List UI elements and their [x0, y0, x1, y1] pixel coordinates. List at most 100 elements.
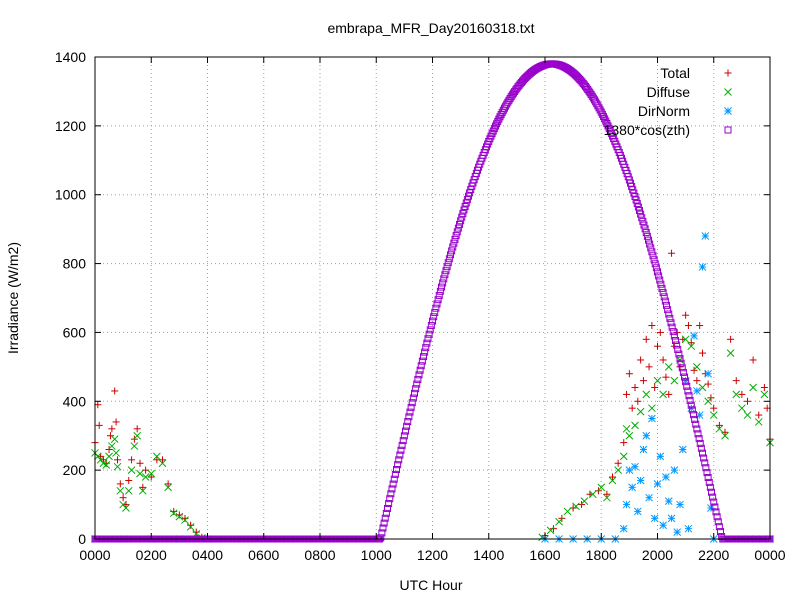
curve-point [633, 199, 641, 207]
legend-marker [724, 126, 732, 134]
data-point-plus [125, 476, 133, 484]
data-point-star [628, 483, 637, 492]
chart-title: embrapa_MFR_Day20160318.txt [327, 20, 534, 36]
data-point-cross [670, 376, 679, 385]
data-point-cross [138, 486, 147, 495]
curve-point [441, 271, 449, 279]
x-tick-label: 1000 [361, 547, 392, 563]
curve-point [415, 371, 423, 379]
curve-point [452, 232, 460, 240]
curve-point [693, 425, 701, 433]
curve-point [393, 466, 400, 474]
curve-point [703, 469, 711, 477]
data-point-plus [111, 387, 119, 395]
curve-point [682, 378, 690, 386]
curve-point [683, 382, 691, 390]
x-tick-label: 0000 [79, 547, 110, 563]
data-point-cross [732, 390, 741, 399]
curve-point [704, 473, 712, 481]
curve-point [667, 319, 675, 327]
curve-point [598, 110, 606, 118]
data-point-cross [631, 421, 639, 430]
data-point-cross [709, 411, 718, 419]
curve-point [717, 528, 724, 536]
legend-label: Diffuse [647, 84, 691, 100]
curve-point [645, 236, 652, 244]
x-tick-label: 1600 [529, 547, 560, 563]
curve-point [651, 260, 659, 268]
curve-point [670, 332, 678, 340]
curve-point [655, 272, 663, 280]
curve-point [435, 291, 443, 299]
curve-point [422, 344, 430, 352]
curve-point [385, 500, 393, 508]
data-point-star [645, 493, 653, 502]
data-point-cross [614, 466, 622, 474]
data-point-plus [727, 335, 735, 343]
data-point-plus [164, 480, 172, 488]
data-point-plus [651, 384, 659, 392]
curve-point [390, 475, 398, 483]
data-point-star [664, 497, 673, 505]
curve-point [669, 328, 677, 336]
curve-point [706, 483, 714, 491]
curve-point [421, 348, 429, 356]
y-tick-label: 1000 [55, 187, 86, 203]
data-point-cross [563, 507, 572, 516]
data-point-plus [620, 439, 628, 447]
curve-point [597, 108, 605, 116]
data-point-star [619, 524, 628, 533]
legend-label: DirNorm [638, 103, 690, 119]
curve-point [448, 247, 456, 255]
curve-point [708, 488, 715, 496]
data-point-star [639, 445, 648, 454]
data-point-plus [603, 490, 611, 498]
data-point-star [650, 514, 659, 523]
data-point-plus [710, 404, 718, 412]
data-point-plus [662, 373, 670, 381]
curve-point [657, 280, 665, 288]
data-point-cross [127, 466, 136, 474]
curve-point [411, 389, 418, 397]
data-point-cross [186, 523, 195, 531]
curve-point [674, 346, 682, 354]
curve-point [414, 375, 422, 383]
curve-point [695, 435, 703, 443]
curve-point [490, 125, 498, 133]
curve-point [458, 213, 466, 221]
curve-point [675, 350, 683, 358]
curve-point [658, 284, 666, 292]
curve-point [601, 115, 609, 123]
data-point-star [622, 500, 631, 509]
data-point-plus [112, 418, 120, 426]
data-point-cross [687, 342, 696, 351]
curve-point [705, 478, 713, 486]
curve-point [388, 485, 396, 493]
data-point-cross [721, 431, 729, 440]
curve-point [492, 122, 499, 130]
y-tick-label: 400 [63, 393, 87, 409]
data-point-plus [656, 328, 664, 336]
curve-point [647, 244, 655, 252]
data-point-cross [555, 517, 563, 526]
curve-point [685, 392, 693, 400]
data-point-plus [696, 322, 704, 330]
curve-point [676, 355, 684, 363]
curve-point [395, 456, 403, 464]
curve-point [377, 534, 385, 542]
curve-point [386, 495, 394, 503]
y-tick-label: 1200 [55, 118, 86, 134]
curve-point [713, 513, 721, 521]
data-point-plus [639, 377, 647, 385]
y-tick-label: 200 [63, 462, 87, 478]
data-point-plus [749, 356, 757, 364]
curve-point [672, 337, 679, 345]
y-tick-label: 0 [78, 531, 86, 547]
data-point-cross [133, 431, 142, 440]
curve-point [596, 106, 604, 114]
data-point-star [633, 507, 642, 516]
data-point-plus [139, 483, 147, 491]
curve-point [387, 490, 395, 498]
curve-point [678, 364, 686, 372]
